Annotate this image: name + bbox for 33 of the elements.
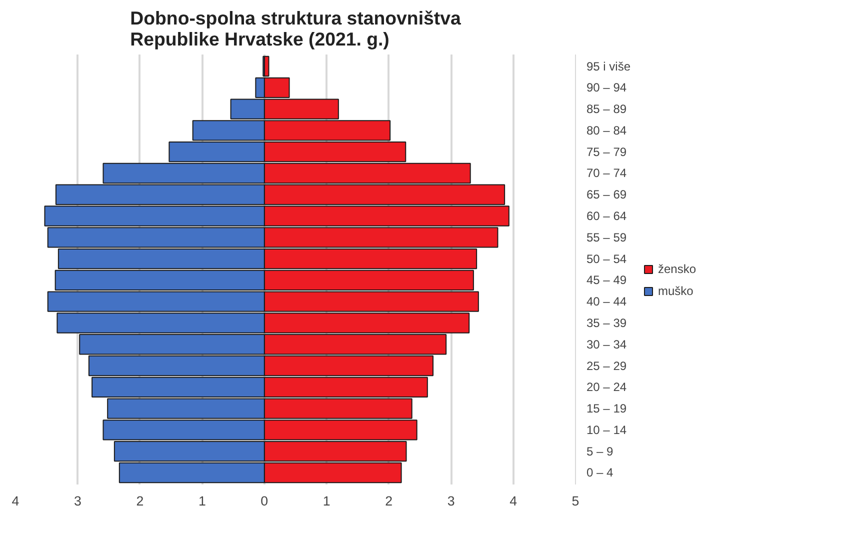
y-tick-label: 25 – 29 (586, 358, 627, 373)
y-tick-label: 20 – 24 (586, 380, 627, 394)
y-tick-label: 55 – 59 (586, 230, 627, 244)
y-tick-label: 40 – 44 (586, 294, 627, 309)
x-tick-label: 2 (136, 494, 144, 508)
x-tick-label: 5 (572, 494, 580, 508)
y-tick-label: 90 – 94 (586, 80, 627, 95)
y-tick-label: 65 – 69 (586, 188, 627, 202)
x-tick-label: 2 (385, 494, 393, 508)
y-tick-label: 80 – 84 (586, 123, 627, 138)
y-tick-label: 60 – 64 (586, 209, 627, 224)
y-tick-label: 50 – 54 (586, 252, 627, 266)
y-tick-label: 35 – 39 (586, 316, 627, 330)
y-tick-label: 5 – 9 (586, 444, 614, 458)
x-tick-label: 1 (198, 494, 206, 508)
y-tick-label: 75 – 79 (586, 144, 627, 159)
legend-label: muško (658, 284, 694, 298)
x-tick-label: 0 (260, 494, 268, 508)
x-tick-label: 4 (510, 494, 518, 508)
legend-label: žensko (658, 262, 696, 276)
y-tick-label: 15 – 19 (586, 402, 627, 416)
y-tick-label: 0 – 4 (586, 466, 614, 480)
x-tick-label: 4 (12, 494, 20, 508)
y-tick-label: 70 – 74 (586, 166, 627, 180)
y-tick-label: 85 – 89 (586, 102, 627, 116)
x-tick-label: 1 (322, 494, 330, 508)
y-tick-label: 95 i više (586, 59, 631, 74)
chart-title: Dobno-spolna struktura stanovništva Republike Hrvatske (2021. g.) (130, 8, 462, 50)
y-tick-label: 45 – 49 (586, 273, 627, 288)
y-tick-label: 30 – 34 (586, 337, 627, 352)
y-tick-label: 10 – 14 (586, 422, 627, 437)
x-tick-label: 3 (74, 494, 82, 508)
x-tick-label: 3 (447, 494, 455, 508)
